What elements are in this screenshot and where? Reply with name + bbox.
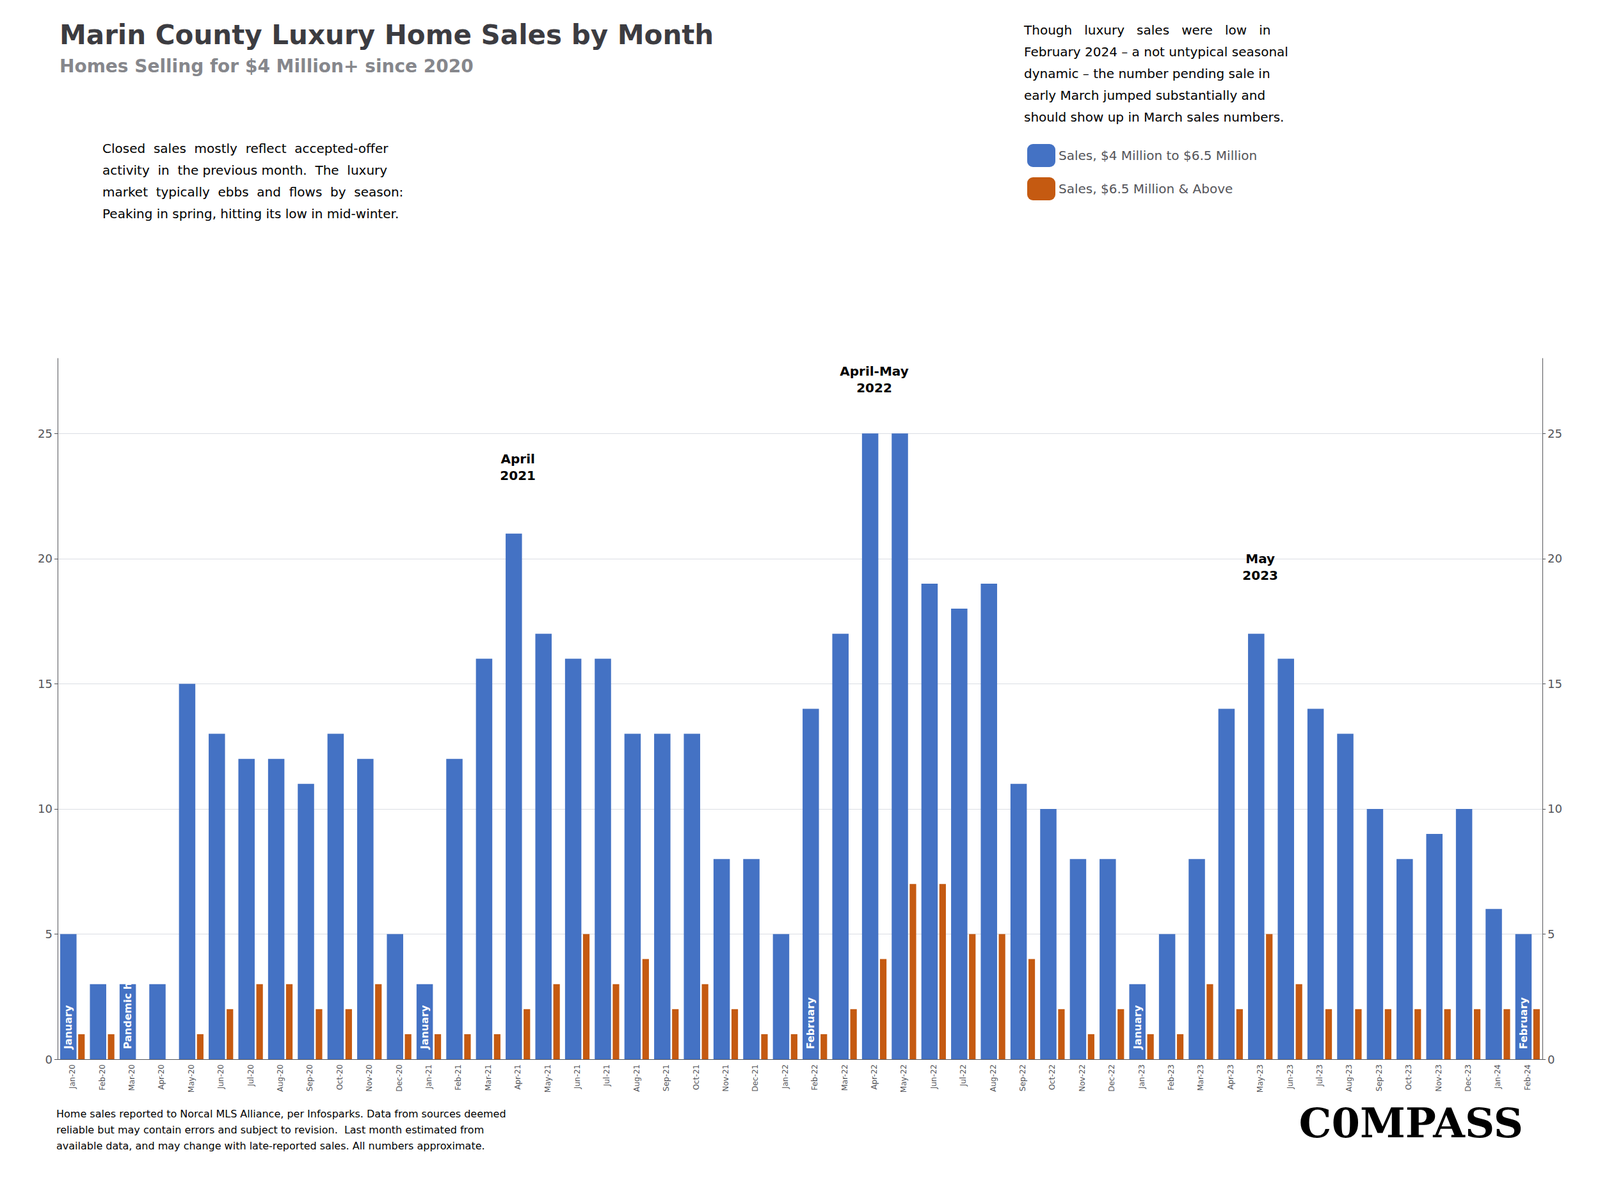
svg-text:2022: 2022 (856, 380, 893, 396)
svg-text:May-20: May-20 (186, 1064, 196, 1093)
svg-text:Jul-23: Jul-23 (1315, 1064, 1325, 1087)
svg-text:Apr-21: Apr-21 (513, 1064, 523, 1090)
svg-text:Mar-23: Mar-23 (1196, 1064, 1206, 1091)
svg-text:Sep-22: Sep-22 (1018, 1064, 1028, 1092)
svg-text:Feb-24: Feb-24 (1523, 1064, 1533, 1091)
svg-text:20: 20 (1547, 551, 1563, 566)
svg-text:20: 20 (37, 551, 53, 566)
svg-text:10: 10 (1547, 801, 1563, 816)
svg-text:10: 10 (37, 801, 53, 816)
svg-text:Jan-20: Jan-20 (67, 1064, 77, 1090)
svg-text:February 2024 – a not untypica: February 2024 – a not untypical seasonal (1024, 44, 1289, 60)
svg-text:Jan-22: Jan-22 (780, 1064, 790, 1090)
svg-text:Pandemic hits: Pandemic hits (121, 967, 134, 1049)
svg-text:January: January (1131, 1004, 1144, 1050)
svg-text:Nov-23: Nov-23 (1434, 1064, 1444, 1092)
svg-text:Sep-20: Sep-20 (305, 1064, 315, 1092)
svg-text:available data, and may change: available data, and may change with late… (56, 1139, 486, 1152)
svg-text:Jul-21: Jul-21 (602, 1064, 612, 1087)
svg-text:Oct-21: Oct-21 (691, 1064, 701, 1090)
svg-text:Oct-23: Oct-23 (1404, 1064, 1414, 1090)
svg-text:2023: 2023 (1242, 567, 1279, 584)
svg-text:Jun-23: Jun-23 (1285, 1064, 1295, 1090)
svg-text:Closed sales mostly reflect: Closed sales mostly reflect accepted-off… (102, 140, 389, 157)
svg-text:Jan-21: Jan-21 (424, 1064, 434, 1090)
svg-text:5: 5 (45, 927, 53, 941)
svg-text:reliable but may contain error: reliable but may contain errors and subj… (56, 1123, 484, 1136)
svg-text:25: 25 (37, 426, 53, 441)
svg-text:Jan-23: Jan-23 (1137, 1064, 1147, 1090)
svg-text:January: January (418, 1004, 431, 1050)
svg-text:April-May: April-May (839, 363, 909, 379)
svg-text:dynamic – the number pending s: dynamic – the number pending sale in (1024, 65, 1271, 82)
svg-text:Though luxury sales were: Though luxury sales were low in (1023, 22, 1271, 38)
svg-text:Sep-23: Sep-23 (1374, 1064, 1384, 1092)
svg-text:Feb-20: Feb-20 (97, 1064, 107, 1091)
svg-text:market typically ebbs and: market typically ebbs and flows by seaso… (102, 184, 404, 200)
svg-text:Aug-20: Aug-20 (275, 1064, 285, 1092)
svg-text:5: 5 (1547, 927, 1555, 941)
svg-text:Nov-22: Nov-22 (1077, 1064, 1087, 1092)
svg-text:0: 0 (45, 1052, 53, 1067)
svg-text:Sep-21: Sep-21 (661, 1064, 671, 1092)
svg-text:Homes Selling for $4 Million+: Homes Selling for $4 Million+ since 2020 (59, 55, 474, 77)
svg-text:early March jumped substantial: early March jumped substantially and (1024, 87, 1266, 104)
svg-text:Nov-20: Nov-20 (364, 1064, 374, 1092)
svg-text:Peaking in spring, hitting its: Peaking in spring, hitting its low in mi… (102, 206, 399, 222)
svg-text:Aug-22: Aug-22 (988, 1064, 998, 1092)
svg-text:Dec-20: Dec-20 (394, 1064, 404, 1092)
svg-text:Mar-22: Mar-22 (840, 1064, 850, 1091)
svg-text:Aug-21: Aug-21 (632, 1064, 642, 1092)
svg-text:Dec-22: Dec-22 (1107, 1064, 1117, 1092)
svg-text:Oct-20: Oct-20 (335, 1064, 345, 1090)
svg-text:February: February (804, 997, 817, 1050)
svg-text:Feb-23: Feb-23 (1166, 1064, 1176, 1091)
svg-text:Oct-22: Oct-22 (1047, 1064, 1057, 1090)
svg-text:Aug-23: Aug-23 (1344, 1064, 1354, 1092)
svg-text:Dec-21: Dec-21 (750, 1064, 760, 1092)
svg-text:15: 15 (1547, 677, 1563, 691)
svg-text:Apr-22: Apr-22 (869, 1064, 879, 1090)
svg-text:2021: 2021 (499, 467, 536, 484)
svg-text:May-23: May-23 (1255, 1064, 1265, 1093)
svg-text:February: February (1517, 997, 1530, 1050)
svg-text:January: January (62, 1004, 75, 1050)
svg-text:Jul-20: Jul-20 (246, 1064, 256, 1087)
svg-text:Jul-22: Jul-22 (958, 1064, 968, 1087)
svg-text:should show up in March sales: should show up in March sales numbers. (1024, 109, 1284, 125)
svg-text:Apr-23: Apr-23 (1226, 1064, 1236, 1090)
svg-text:Apr-20: Apr-20 (156, 1064, 166, 1090)
svg-text:Dec-23: Dec-23 (1463, 1064, 1473, 1092)
svg-text:Marin County Luxury Home Sales: Marin County Luxury Home Sales by Month (59, 19, 714, 51)
svg-text:15: 15 (37, 677, 53, 691)
svg-text:25: 25 (1547, 426, 1563, 441)
svg-text:activity in the previous mon: activity in the previous month. The luxu… (102, 162, 388, 178)
svg-text:May-22: May-22 (899, 1064, 909, 1093)
svg-text:Feb-21: Feb-21 (453, 1064, 463, 1091)
svg-text:Jun-20: Jun-20 (216, 1064, 226, 1090)
svg-text:Sales, $4 Million to $6.5 Mill: Sales, $4 Million to $6.5 Million (1058, 147, 1257, 164)
svg-text:May-21: May-21 (543, 1064, 553, 1093)
svg-text:Feb-22: Feb-22 (810, 1064, 820, 1091)
svg-text:C0MPASS: C0MPASS (1299, 1098, 1524, 1147)
svg-text:Mar-20: Mar-20 (127, 1064, 137, 1091)
svg-text:Nov-21: Nov-21 (721, 1064, 731, 1092)
svg-text:April: April (501, 451, 536, 467)
svg-text:Jun-21: Jun-21 (572, 1064, 582, 1090)
svg-text:0: 0 (1547, 1052, 1555, 1067)
svg-text:Jun-22: Jun-22 (929, 1064, 939, 1090)
svg-text:Sales, $6.5 Million & Above: Sales, $6.5 Million & Above (1058, 181, 1233, 197)
svg-text:Jan-24: Jan-24 (1493, 1064, 1503, 1090)
svg-text:Home sales reported to Norcal: Home sales reported to Norcal MLS Allian… (56, 1107, 507, 1120)
svg-text:Mar-21: Mar-21 (483, 1064, 493, 1091)
svg-text:May: May (1245, 551, 1275, 567)
